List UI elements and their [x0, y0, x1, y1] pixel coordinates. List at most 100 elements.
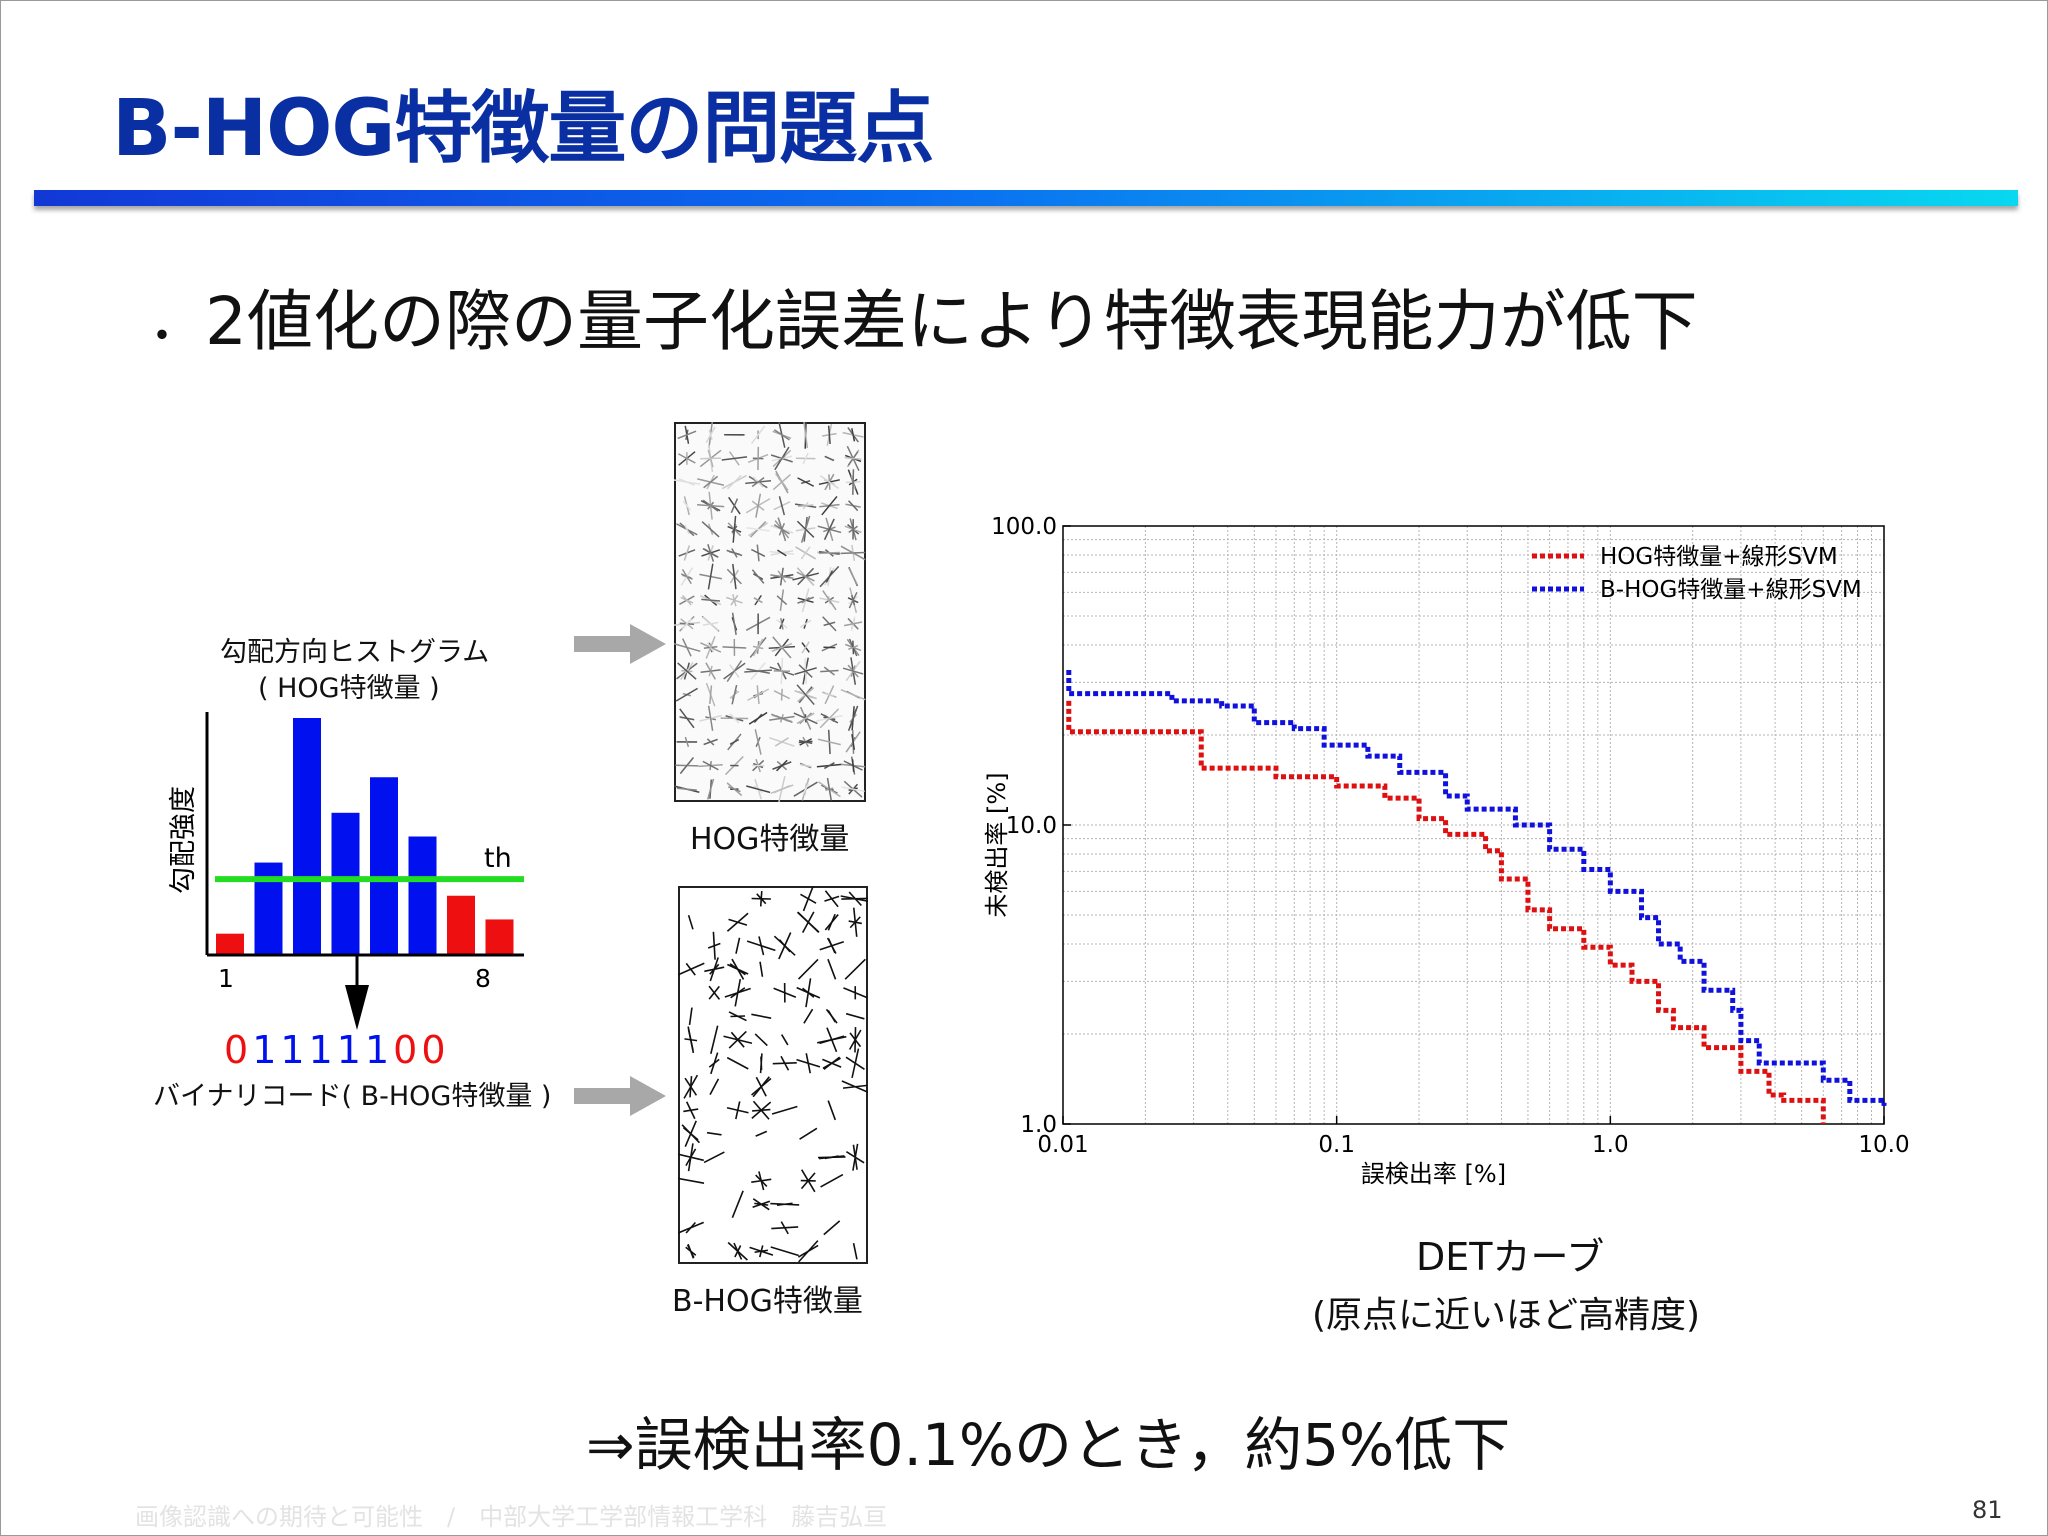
bhog-cell-stroke	[754, 1033, 768, 1047]
hog-cell-stroke	[822, 590, 837, 611]
bhog-cell-stroke	[710, 1025, 719, 1055]
hog-cell-stroke	[797, 477, 815, 487]
hog-cell-stroke	[840, 545, 866, 561]
histogram-subtitle: ( HOG特徴量 )	[258, 673, 440, 704]
hog-cell-stroke	[701, 521, 720, 538]
bhog-cell-stroke	[822, 1058, 842, 1068]
histogram-bar	[485, 919, 514, 955]
hog-cell-stroke	[721, 456, 748, 461]
hog-cell-stroke	[776, 759, 788, 772]
bhog-cell-stroke	[819, 940, 845, 951]
series-line	[1066, 700, 1826, 1124]
bhog-cell-stroke	[780, 1034, 789, 1046]
hog-cell-stroke	[706, 738, 715, 746]
hog-cell-stroke	[827, 425, 831, 444]
histogram-bar	[408, 836, 437, 955]
hog-cell-stroke	[682, 500, 692, 511]
bhog-cell-stroke	[852, 1243, 858, 1260]
hog-cell-stroke	[684, 736, 690, 748]
hog-cell-stroke	[683, 545, 691, 561]
hog-cell-stroke	[707, 705, 714, 731]
hog-cell-stroke	[801, 596, 810, 604]
y-tick-label: 1.0	[1020, 1112, 1057, 1138]
hog-cell-stroke	[729, 738, 740, 745]
code-bit: 1	[252, 1028, 281, 1072]
bhog-cell-stroke	[726, 1056, 749, 1070]
hog-cell-stroke	[684, 524, 690, 534]
hog-cell-stroke	[851, 594, 856, 606]
arrow-to-bhog	[574, 1076, 666, 1116]
hog-cell-stroke	[681, 569, 692, 585]
hog-cell-stroke	[826, 777, 832, 801]
hog-cell-stroke	[746, 668, 770, 674]
hog-cell-stroke	[851, 428, 856, 442]
hog-cell-stroke	[799, 619, 812, 628]
hog-cell-stroke	[778, 496, 786, 516]
bhog-label: B-HOG特徴量	[672, 1284, 863, 1319]
hog-cell-stroke	[756, 685, 760, 705]
bhog-cell-stroke	[712, 931, 716, 960]
histogram-title: 勾配方向ヒストグラム	[220, 637, 490, 668]
histogram-bar	[447, 895, 475, 955]
hog-cell-stroke	[700, 457, 721, 460]
hog-cell-stroke	[728, 786, 741, 793]
hog-cell-stroke	[771, 642, 793, 652]
hog-cell-stroke	[676, 787, 697, 791]
hog-cell-stroke	[705, 426, 716, 444]
hog-cell-stroke	[680, 596, 694, 604]
hog-cell-stroke	[798, 664, 813, 678]
bhog-cell-stroke	[735, 937, 741, 954]
hog-cell-stroke	[848, 644, 859, 651]
y-axis-label: 未検出率 [%]	[983, 772, 1011, 917]
slide-title: B-HOG特徴量の問題点	[112, 84, 934, 174]
bhog-cell-stroke	[818, 1155, 845, 1160]
hog-cell-stroke	[770, 574, 794, 580]
bhog-visualization	[678, 886, 868, 1264]
hog-cell-stroke	[848, 567, 858, 586]
hog-cell-stroke	[800, 546, 811, 560]
bhog-cell-stroke	[731, 1190, 744, 1218]
hog-cell-stroke	[722, 646, 747, 649]
bhog-cell-stroke	[706, 1131, 722, 1136]
hog-cell-stroke	[774, 737, 789, 747]
bhog-cell-stroke	[802, 886, 814, 912]
bhog-cell-stroke	[728, 918, 748, 926]
hog-cell-stroke	[851, 759, 855, 772]
code-bit: 1	[364, 1028, 394, 1072]
hog-cell-stroke	[678, 478, 695, 486]
bhog-cell-stroke	[734, 978, 742, 1007]
x-tick-label: 1.0	[1592, 1132, 1629, 1158]
threshold-label: th	[484, 843, 512, 874]
hog-cell-stroke	[818, 551, 840, 555]
hog-cell-stroke	[675, 687, 698, 702]
hog-cell-stroke	[697, 504, 725, 508]
bhog-cell-stroke	[823, 1220, 841, 1236]
hog-cell-stroke	[780, 618, 784, 630]
hog-cell-stroke	[705, 662, 717, 680]
hog-cell-stroke	[674, 642, 701, 653]
binary-code-label: バイナリコード( B-HOG特徴量 )	[153, 1081, 552, 1112]
bhog-cell-stroke	[827, 1100, 837, 1121]
bhog-cell-stroke	[685, 962, 696, 976]
bhog-cell-stroke	[848, 920, 862, 925]
hog-cell-stroke	[731, 689, 738, 700]
hog-cell-stroke	[841, 786, 865, 793]
bhog-cell-stroke	[687, 1243, 695, 1259]
hog-cell-stroke	[750, 425, 766, 444]
hog-cell-stroke	[848, 500, 859, 512]
hog-cell-stroke	[777, 549, 787, 557]
bhog-cell-stroke	[678, 1177, 705, 1184]
hog-cell-stroke	[819, 475, 839, 489]
bhog-cell-stroke	[749, 1246, 774, 1256]
hog-cell-stroke	[701, 598, 721, 602]
bhog-cell-stroke	[842, 1084, 868, 1089]
bhog-cell-stroke	[752, 1108, 771, 1112]
hog-cell-stroke	[750, 548, 766, 558]
bhog-cell-stroke	[754, 1202, 769, 1206]
bhog-cell-stroke	[771, 1226, 799, 1230]
bhog-cell-stroke	[755, 1130, 768, 1137]
bhog-cell-stroke	[824, 895, 840, 902]
bhog-cell-stroke	[751, 1013, 772, 1019]
bhog-cell-stroke	[703, 1151, 725, 1164]
hog-cell-stroke	[726, 474, 742, 490]
